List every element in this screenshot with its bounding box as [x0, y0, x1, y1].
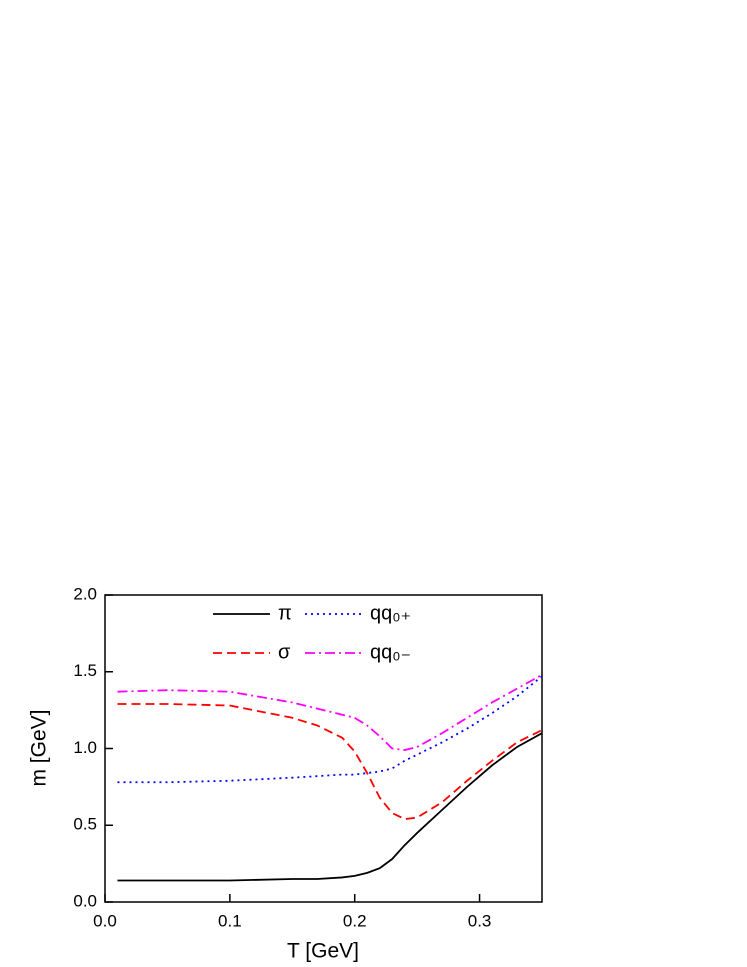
x-axis-label: T [GeV]	[287, 940, 359, 963]
y-tick-label: 1.5	[73, 661, 97, 680]
y-tick-label: 1.0	[73, 738, 97, 757]
series-line	[117, 703, 543, 821]
y-axis-label: m [GeV]	[28, 709, 51, 786]
legend-label: σ	[278, 641, 291, 663]
series-line	[117, 674, 543, 751]
legend-label: π	[278, 602, 292, 624]
series-line	[117, 675, 543, 784]
y-tick-label: 2.0	[73, 584, 97, 603]
x-tick-label: 0.2	[343, 911, 367, 930]
x-tick-label: 0.1	[218, 911, 242, 930]
plot-frame	[104, 594, 543, 903]
y-tick-label: 0.0	[73, 891, 97, 910]
series-line	[117, 732, 543, 882]
x-tick-label: 0.3	[468, 911, 492, 930]
y-tick-label: 0.5	[73, 815, 97, 834]
legend-label: qq₀₊	[370, 602, 411, 624]
x-tick-label: 0.0	[93, 911, 117, 930]
legend-label: qq₀₋	[370, 641, 411, 663]
